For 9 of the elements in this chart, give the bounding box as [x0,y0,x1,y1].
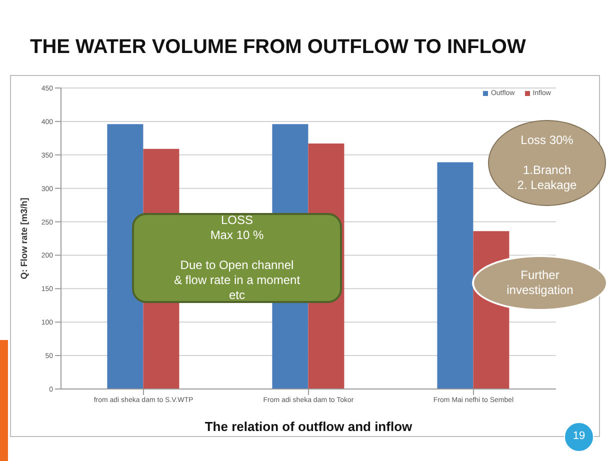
text: Loss 30% 1.Branch 2. Leakage [517,133,577,192]
y-axis-title: Q: Flow rate [m3/h] [19,198,30,280]
text: 19 [572,430,586,444]
text: LOSS Max 10 % Due to Open channel & flow rate in a moment etc [174,213,300,302]
bar [107,124,144,389]
chart-title: THE WATER VOLUME FROM OUTFLOW TO INFLOW [30,36,526,59]
bar [437,162,474,389]
annotation: Further investigation [506,268,574,298]
x-axis-title: The relation of outflow and inflow [204,419,414,434]
